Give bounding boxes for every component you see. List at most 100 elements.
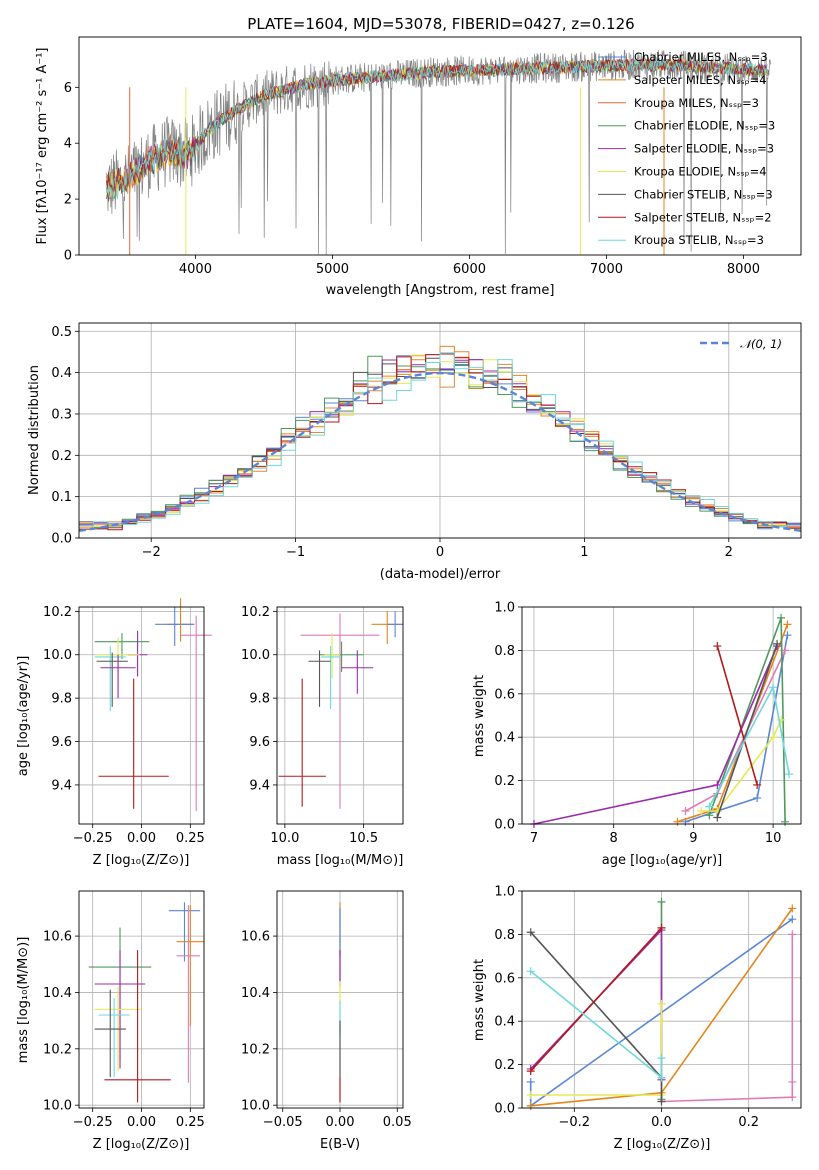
- mass-weight-marker: [657, 923, 666, 932]
- mass-weight-marker: [785, 770, 794, 779]
- y-tick-label: 0.4: [494, 731, 515, 746]
- mass-weight-line: [716, 645, 758, 786]
- mass-weight-marker: [657, 1097, 666, 1106]
- spectrum-xlabel: wavelength [Angstrom, rest frame]: [326, 283, 555, 298]
- age-z-xlabel: Z [log₁₀(Z/Z⊙)]: [93, 853, 190, 868]
- x-tick-label: 0.05: [383, 1115, 412, 1130]
- mass-weight-marker: [705, 802, 714, 811]
- x-tick-label: 0: [436, 545, 444, 560]
- y-tick-label: 9.8: [249, 692, 270, 707]
- legend-label: Kroupa MILES, Nₛₛₚ=3: [634, 96, 759, 110]
- y-tick-label: 0.3: [51, 407, 72, 422]
- massweight-age-xlabel: age [log₁₀(age/yr)]: [602, 853, 723, 868]
- mass-weight-line: [530, 927, 663, 1072]
- normal-legend-label: 𝒩(0, 1): [740, 337, 782, 351]
- y-tick-label: 9.8: [51, 692, 72, 707]
- x-tick-label: 0.25: [176, 831, 205, 846]
- x-tick-label: 8: [610, 831, 618, 846]
- x-tick-label: 5000: [316, 262, 349, 277]
- y-tick-label: 10.0: [43, 648, 72, 663]
- y-tick-label: 9.4: [249, 778, 270, 793]
- y-tick-label: 0.0: [494, 818, 515, 833]
- mass-weight-marker: [526, 1067, 535, 1076]
- legend-label: Salpeter STELIB, Nₛₛₚ=2: [634, 210, 772, 224]
- massweight-age-panel: 7 8 9 10 0.0 0.2 0.4 0.6 0.8 1.0 age [log₁₀(age/y…: [472, 601, 802, 868]
- mass-weight-marker: [773, 639, 782, 648]
- x-tick-label: 0.2: [738, 1115, 759, 1130]
- mass-weight-marker: [657, 1054, 666, 1063]
- mass-weight-marker: [526, 1090, 535, 1099]
- x-tick-label: −0.25: [73, 831, 113, 846]
- y-tick-label: 10.0: [241, 648, 270, 663]
- spectrum-ylabel: Flux [fλ10⁻¹⁷ erg cm⁻² s⁻¹ A⁻¹]: [35, 48, 50, 245]
- mass-weight-marker: [777, 613, 786, 622]
- x-tick-label: 0.00: [127, 831, 156, 846]
- y-tick-label: 10.2: [43, 605, 72, 620]
- y-tick-label: 1.0: [494, 601, 515, 616]
- mass-z-xlabel: Z [log₁₀(Z/Z⊙)]: [93, 1137, 190, 1152]
- y-tick-label: 0.8: [494, 644, 515, 659]
- y-tick-label: 0.6: [494, 687, 515, 702]
- y-tick-label: 0.2: [494, 1058, 515, 1073]
- y-tick-label: 9.4: [51, 778, 72, 793]
- histogram-steps: [79, 345, 801, 532]
- x-tick-label: −0.05: [263, 1115, 303, 1130]
- mass-z-ylabel: mass [log₁₀(M/M⊙)]: [16, 937, 31, 1064]
- mass-weight-marker: [713, 813, 722, 822]
- mass-weight-marker: [788, 904, 797, 913]
- residual-histogram-panel: −2 −1 0 1 2 0.0 0.1 0.2 0.3 0.4 0.5 (data-model)/e…: [27, 322, 802, 582]
- x-tick-label: 4000: [179, 262, 212, 277]
- y-tick-label: 6: [64, 81, 72, 96]
- histogram-legend: 𝒩(0, 1): [700, 337, 782, 351]
- x-tick-label: −0.25: [73, 1115, 113, 1130]
- spectrum-legend: Chabrier MILES, Nₛₛₚ=3 Salpeter MILES, Nₛ…: [598, 50, 775, 247]
- mass-weight-marker: [788, 930, 797, 939]
- x-tick-label: 2: [725, 545, 733, 560]
- x-tick-label: −0.2: [559, 1115, 591, 1130]
- y-tick-label: 0.0: [494, 1102, 515, 1117]
- histogram-series: [79, 352, 801, 528]
- mass-weight-marker: [657, 1073, 666, 1082]
- legend-label: Chabrier ELODIE, Nₛₛₚ=3: [634, 119, 775, 133]
- y-tick-label: 10.2: [43, 1042, 72, 1057]
- x-tick-label: 10.0: [270, 831, 299, 846]
- y-tick-label: 10.0: [241, 1099, 270, 1114]
- x-tick-label: 8000: [727, 262, 760, 277]
- histogram-xlabel: (data-model)/error: [380, 567, 501, 582]
- y-tick-label: 10.2: [241, 605, 270, 620]
- massweight-z-xlabel: Z [log₁₀(Z/Z⊙)]: [614, 1137, 711, 1152]
- y-tick-label: 2: [64, 193, 72, 208]
- mass-weight-marker: [713, 642, 722, 651]
- mass-weight-marker: [673, 817, 682, 826]
- mass-weight-marker: [769, 683, 778, 692]
- massweight-z-ylabel: mass weight: [472, 959, 487, 1041]
- y-tick-label: 0.6: [494, 971, 515, 986]
- mass-weight-marker: [705, 811, 714, 820]
- x-tick-label: 0.25: [176, 1115, 205, 1130]
- y-tick-label: 10.4: [241, 986, 270, 1001]
- mass-weight-marker: [526, 1077, 535, 1086]
- mass-extinction-panel: −0.05 0.00 0.05 10.0 10.2 10.4 10.6 E(B-V): [241, 890, 412, 1152]
- y-tick-label: 10.6: [43, 930, 72, 945]
- mass-weight-marker: [788, 1077, 797, 1086]
- mass-weight-line: [661, 934, 794, 1103]
- y-tick-label: 9.6: [51, 735, 72, 750]
- age-mass-xlabel: mass [log₁₀(M/M⊙)]: [277, 853, 404, 868]
- mass-weight-marker: [753, 793, 762, 802]
- x-tick-label: 7000: [590, 262, 623, 277]
- normal-curve: [79, 371, 801, 532]
- spectrum-lines: [106, 49, 771, 255]
- x-tick-label: 10.5: [349, 831, 378, 846]
- mass-weight-line: [716, 643, 778, 818]
- x-tick-label: −2: [142, 545, 161, 560]
- mass-ebv-xlabel: E(B-V): [320, 1137, 360, 1152]
- y-tick-label: 1.0: [494, 885, 515, 900]
- mass-weight-marker: [713, 780, 722, 789]
- mass-weight-marker: [526, 967, 535, 976]
- mass-metallicity-panel: −0.25 0.00 0.25 10.0 10.2 10.4 10.6 Z [log₁₀(Z…: [16, 890, 205, 1152]
- legend-label: Salpeter MILES, Nₛₛₚ=4: [634, 73, 767, 87]
- y-tick-label: 10.0: [43, 1099, 72, 1114]
- x-tick-label: 0.00: [127, 1115, 156, 1130]
- histogram-ylabel: Normed distribution: [27, 365, 42, 495]
